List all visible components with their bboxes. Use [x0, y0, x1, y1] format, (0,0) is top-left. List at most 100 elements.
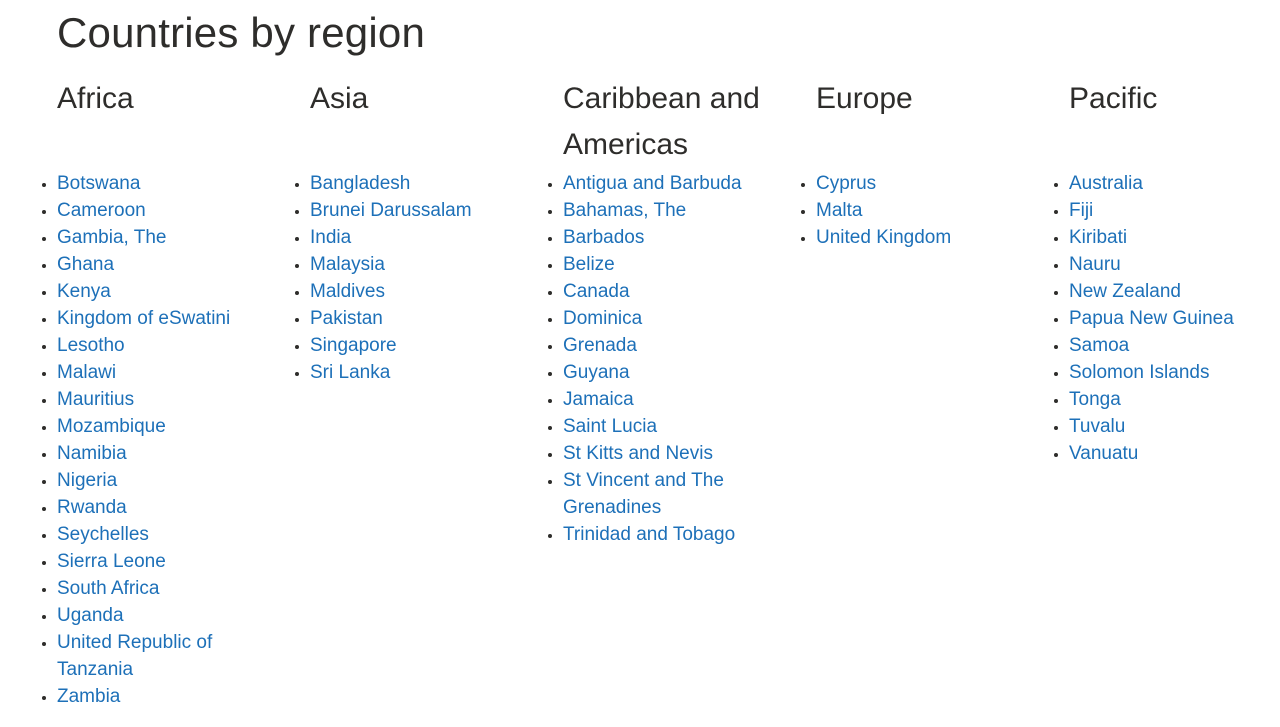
country-link[interactable]: Barbados: [563, 227, 645, 248]
region-heading-caribbean-and-americas: Caribbean and Americas: [563, 82, 760, 161]
country-link[interactable]: Brunei Darussalam: [310, 200, 472, 221]
country-link[interactable]: Canada: [563, 281, 630, 302]
country-link[interactable]: Uganda: [57, 605, 124, 626]
list-item: Jamaica: [563, 386, 794, 413]
list-item: Malta: [816, 197, 1047, 224]
country-link[interactable]: Nauru: [1069, 254, 1121, 275]
country-link[interactable]: Cyprus: [816, 173, 877, 194]
country-link[interactable]: South Africa: [57, 578, 160, 599]
list-item: Singapore: [310, 332, 541, 359]
country-link[interactable]: Pakistan: [310, 308, 383, 329]
list-item: Samoa: [1069, 332, 1280, 359]
list-item: Cyprus: [816, 170, 1047, 197]
country-link[interactable]: Rwanda: [57, 497, 127, 518]
list-item: Guyana: [563, 359, 794, 386]
list-item: New Zealand: [1069, 278, 1280, 305]
list-item: Antigua and Barbuda: [563, 170, 794, 197]
country-link[interactable]: Gambia, The: [57, 227, 167, 248]
list-item: Saint Lucia: [563, 413, 794, 440]
region-heading-asia: Asia: [310, 82, 369, 115]
country-link[interactable]: Malta: [816, 200, 863, 221]
region-column: Europe Cyprus Malta United Kingdom: [816, 76, 1069, 251]
country-link[interactable]: Mozambique: [57, 416, 166, 437]
country-list: Cyprus Malta United Kingdom: [816, 170, 1069, 251]
country-link[interactable]: Zambia: [57, 686, 121, 707]
list-item: Australia: [1069, 170, 1280, 197]
country-link[interactable]: Grenada: [563, 335, 637, 356]
list-item: Malawi: [57, 359, 288, 386]
countries-by-region-page: Countries by region Africa Botswana Camer…: [0, 0, 1280, 710]
country-link[interactable]: Maldives: [310, 281, 385, 302]
country-link[interactable]: United Kingdom: [816, 227, 952, 248]
list-item: Malaysia: [310, 251, 541, 278]
list-item: Nauru: [1069, 251, 1280, 278]
list-item: Dominica: [563, 305, 794, 332]
list-item: Maldives: [310, 278, 541, 305]
list-item: Lesotho: [57, 332, 288, 359]
country-link[interactable]: Tonga: [1069, 389, 1121, 410]
country-link[interactable]: Malawi: [57, 362, 117, 383]
list-item: Rwanda: [57, 494, 288, 521]
country-link[interactable]: Papua New Guinea: [1069, 308, 1234, 329]
country-list: Botswana Cameroon Gambia, The Ghana Kenya Kin…: [57, 170, 310, 710]
list-item: Tuvalu: [1069, 413, 1280, 440]
country-link[interactable]: Kiribati: [1069, 227, 1128, 248]
list-item: Zambia: [57, 683, 288, 710]
list-item: United Kingdom: [816, 224, 1047, 251]
country-link[interactable]: Sierra Leone: [57, 551, 166, 572]
list-item: Namibia: [57, 440, 288, 467]
list-item: St Vincent and The Grenadines: [563, 467, 794, 521]
country-link[interactable]: Bangladesh: [310, 173, 411, 194]
country-link[interactable]: Jamaica: [563, 389, 634, 410]
country-link[interactable]: Cameroon: [57, 200, 146, 221]
country-link[interactable]: Ghana: [57, 254, 115, 275]
country-link[interactable]: Bahamas, The: [563, 200, 687, 221]
country-link[interactable]: Nigeria: [57, 470, 118, 491]
list-item: Mauritius: [57, 386, 288, 413]
country-link[interactable]: Antigua and Barbuda: [563, 173, 742, 194]
country-link[interactable]: Dominica: [563, 308, 643, 329]
list-item: Bahamas, The: [563, 197, 794, 224]
country-link[interactable]: Guyana: [563, 362, 630, 383]
country-link[interactable]: Saint Lucia: [563, 416, 658, 437]
country-link[interactable]: Australia: [1069, 173, 1143, 194]
country-link[interactable]: Tuvalu: [1069, 416, 1126, 437]
country-link[interactable]: Belize: [563, 254, 615, 275]
list-item: Mozambique: [57, 413, 288, 440]
country-link[interactable]: Fiji: [1069, 200, 1094, 221]
country-link[interactable]: Vanuatu: [1069, 443, 1139, 464]
country-list: Antigua and Barbuda Bahamas, The Barbados B…: [563, 170, 816, 548]
list-item: Brunei Darussalam: [310, 197, 541, 224]
list-item: Pakistan: [310, 305, 541, 332]
country-link[interactable]: Sri Lanka: [310, 362, 391, 383]
country-link[interactable]: Malaysia: [310, 254, 385, 275]
country-link[interactable]: St Kitts and Nevis: [563, 443, 713, 464]
country-link[interactable]: United Republic of Tanzania: [57, 632, 213, 680]
country-link[interactable]: Lesotho: [57, 335, 125, 356]
region-heading-africa: Africa: [57, 82, 134, 115]
country-link[interactable]: Solomon Islands: [1069, 362, 1210, 383]
list-item: Fiji: [1069, 197, 1280, 224]
country-link[interactable]: Trinidad and Tobago: [563, 524, 736, 545]
country-link[interactable]: Mauritius: [57, 389, 135, 410]
region-column: Caribbean and Americas Antigua and Barbu…: [563, 76, 816, 548]
list-item: Tonga: [1069, 386, 1280, 413]
list-item: Ghana: [57, 251, 288, 278]
country-link[interactable]: Namibia: [57, 443, 127, 464]
country-link[interactable]: Kenya: [57, 281, 111, 302]
page-title: Countries by region: [57, 9, 425, 56]
list-item: Gambia, The: [57, 224, 288, 251]
country-link[interactable]: New Zealand: [1069, 281, 1181, 302]
list-item: Barbados: [563, 224, 794, 251]
country-link[interactable]: St Vincent and The Grenadines: [563, 470, 724, 518]
region-column: Africa Botswana Cameroon Gambia, The Ghana K…: [57, 76, 310, 710]
country-link[interactable]: Seychelles: [57, 524, 149, 545]
region-column: Asia Bangladesh Brunei Darussalam India Mal…: [310, 76, 563, 386]
country-link[interactable]: Botswana: [57, 173, 141, 194]
list-item: Sri Lanka: [310, 359, 541, 386]
country-link[interactable]: Singapore: [310, 335, 397, 356]
country-link[interactable]: Samoa: [1069, 335, 1130, 356]
list-item: Kenya: [57, 278, 288, 305]
country-link[interactable]: Kingdom of eSwatini: [57, 308, 231, 329]
country-link[interactable]: India: [310, 227, 352, 248]
